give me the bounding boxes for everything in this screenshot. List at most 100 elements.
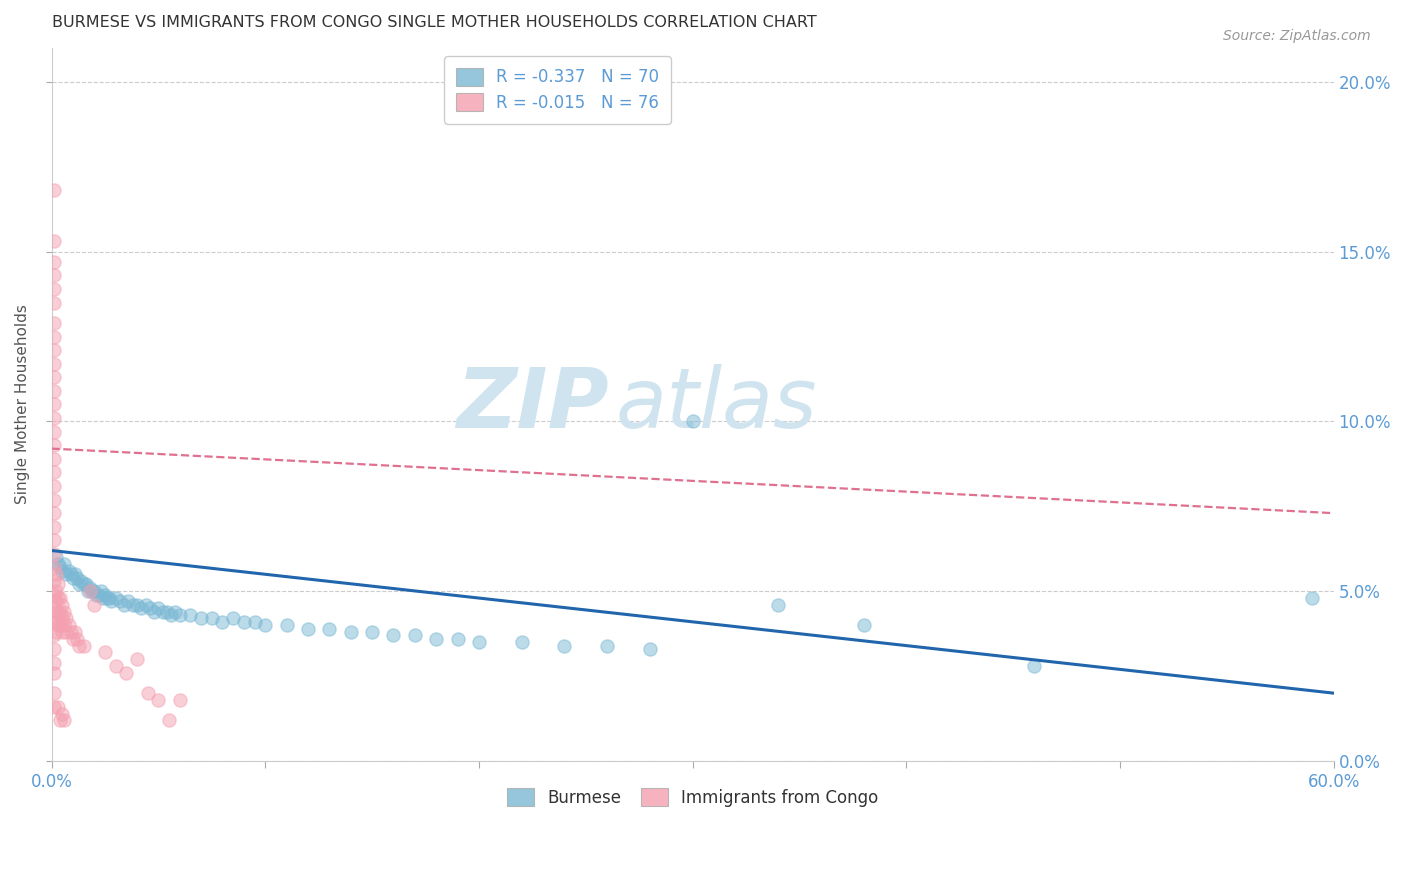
Text: Source: ZipAtlas.com: Source: ZipAtlas.com — [1223, 29, 1371, 43]
Point — [42, 466, 65, 480]
Point — [82, 584, 104, 599]
Point — [42, 255, 65, 269]
Point — [211, 615, 233, 629]
Point — [112, 598, 135, 612]
Point — [46, 699, 69, 714]
Point — [42, 411, 65, 425]
Point — [91, 591, 114, 605]
Point — [148, 693, 170, 707]
Point — [222, 611, 245, 625]
Point — [72, 577, 94, 591]
Point — [404, 628, 426, 642]
Point — [42, 699, 65, 714]
Point — [139, 601, 162, 615]
Point — [136, 686, 159, 700]
Point — [42, 316, 65, 330]
Point — [42, 329, 65, 343]
Point — [318, 622, 340, 636]
Point — [42, 235, 65, 249]
Point — [96, 591, 118, 605]
Point — [58, 564, 80, 578]
Text: ZIP: ZIP — [457, 364, 609, 445]
Point — [76, 584, 98, 599]
Point — [125, 652, 148, 666]
Point — [42, 588, 65, 602]
Point — [42, 506, 65, 520]
Point — [254, 618, 277, 632]
Point — [42, 547, 65, 561]
Point — [42, 384, 65, 398]
Point — [638, 642, 661, 657]
Point — [55, 625, 77, 640]
Point — [45, 594, 67, 608]
Point — [86, 588, 108, 602]
Point — [63, 567, 86, 582]
Point — [51, 564, 73, 578]
Point — [66, 571, 89, 585]
Point — [79, 581, 101, 595]
Point — [42, 574, 65, 588]
Point — [42, 438, 65, 452]
Point — [42, 425, 65, 439]
Point — [42, 343, 65, 358]
Point — [135, 598, 157, 612]
Point — [49, 605, 72, 619]
Point — [152, 605, 174, 619]
Point — [51, 611, 73, 625]
Point — [46, 605, 69, 619]
Point — [59, 567, 82, 582]
Point — [276, 618, 298, 632]
Point — [67, 577, 90, 591]
Point — [382, 628, 405, 642]
Point — [45, 605, 67, 619]
Point — [42, 357, 65, 371]
Point — [55, 611, 77, 625]
Point — [852, 618, 875, 632]
Point — [49, 618, 72, 632]
Point — [42, 370, 65, 384]
Point — [58, 618, 80, 632]
Point — [75, 577, 97, 591]
Point — [143, 605, 166, 619]
Point — [361, 625, 384, 640]
Point — [63, 625, 86, 640]
Point — [87, 588, 110, 602]
Point — [510, 635, 533, 649]
Point — [1024, 659, 1046, 673]
Point — [115, 665, 138, 680]
Point — [53, 605, 76, 619]
Point — [62, 632, 84, 646]
Point — [468, 635, 491, 649]
Point — [425, 632, 447, 646]
Text: atlas: atlas — [616, 364, 817, 445]
Point — [90, 584, 112, 599]
Point — [596, 639, 619, 653]
Point — [46, 557, 69, 571]
Point — [42, 397, 65, 411]
Point — [169, 607, 191, 622]
Point — [121, 598, 143, 612]
Point — [46, 591, 69, 605]
Point — [42, 282, 65, 296]
Point — [45, 615, 67, 629]
Point — [45, 625, 67, 640]
Point — [165, 605, 187, 619]
Point — [42, 642, 65, 657]
Point — [55, 567, 77, 582]
Point — [51, 625, 73, 640]
Point — [46, 618, 69, 632]
Point — [42, 520, 65, 534]
Point — [83, 598, 105, 612]
Point — [42, 665, 65, 680]
Point — [179, 607, 201, 622]
Point — [62, 571, 84, 585]
Point — [49, 560, 72, 574]
Point — [148, 601, 170, 615]
Legend: Burmese, Immigrants from Congo: Burmese, Immigrants from Congo — [496, 778, 889, 817]
Point — [42, 479, 65, 493]
Point — [53, 618, 76, 632]
Text: BURMESE VS IMMIGRANTS FROM CONGO SINGLE MOTHER HOUSEHOLDS CORRELATION CHART: BURMESE VS IMMIGRANTS FROM CONGO SINGLE … — [52, 15, 817, 30]
Point — [42, 184, 65, 198]
Point — [70, 574, 93, 588]
Point — [446, 632, 468, 646]
